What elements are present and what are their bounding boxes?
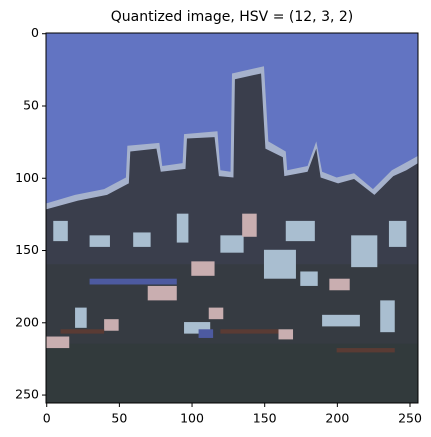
image (46, 33, 418, 403)
y-tick-label: 200 (15, 314, 39, 329)
x-tick-label: 250 (398, 411, 422, 426)
chart-title: Quantized image, HSV = (12, 3, 2) (111, 9, 354, 25)
y-tick-label: 250 (15, 387, 39, 402)
y-tick-label: 50 (23, 97, 39, 112)
y-tick-label: 100 (15, 170, 39, 185)
y-tick-label: 0 (31, 25, 39, 40)
plot-frame (45, 32, 419, 404)
x-tick-label: 0 (43, 411, 51, 426)
x-tick-label: 100 (180, 411, 204, 426)
x-tick-label: 50 (111, 411, 127, 426)
y-tick-label: 150 (15, 242, 39, 257)
x-tick-label: 150 (253, 411, 277, 426)
x-tick-label: 200 (325, 411, 349, 426)
